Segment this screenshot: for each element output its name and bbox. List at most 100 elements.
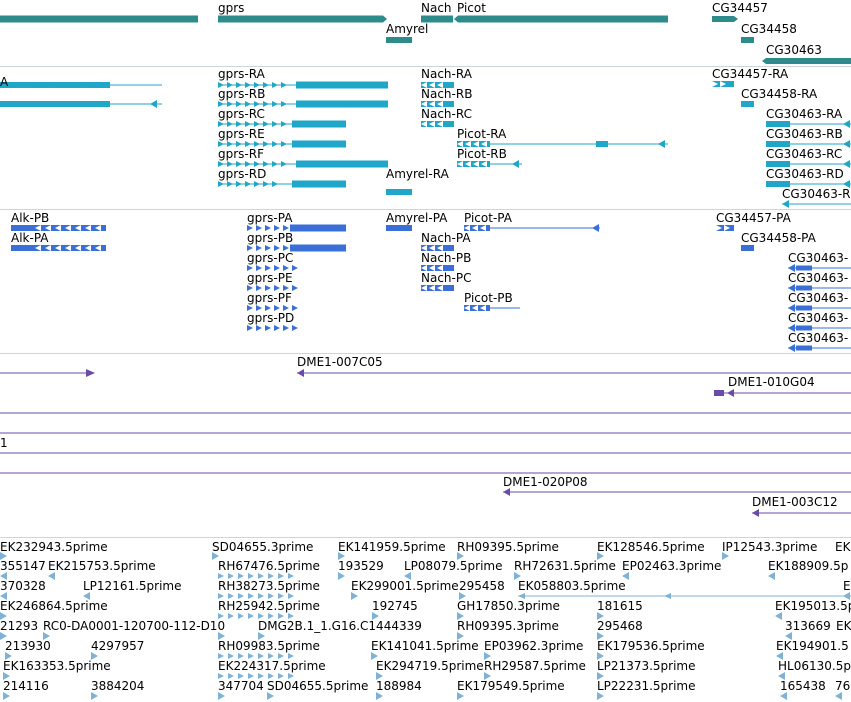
est-label[interactable]: RH72631.5prime — [514, 559, 616, 573]
feature-bar[interactable] — [741, 245, 754, 251]
est-label[interactable]: RH38273.5prime — [218, 579, 320, 593]
est-label[interactable]: 313669 — [785, 619, 831, 633]
feature-bar[interactable] — [766, 181, 790, 187]
transcript-label-picot-ra[interactable]: Picot-RA — [457, 127, 507, 141]
transcript-label-cg30463-r[interactable]: CG30463-R — [782, 187, 851, 201]
est-label[interactable]: EK299001.5prime — [351, 579, 459, 593]
transcript-label-cg34458-ra[interactable]: CG34458-RA — [741, 87, 818, 101]
est-label[interactable]: 295468 — [597, 619, 643, 633]
est-label[interactable]: 355147 — [0, 559, 46, 573]
est-label[interactable]: EK194901.5 — [776, 639, 849, 653]
transcript-label-cg30463[interactable]: CG30463-RD — [766, 167, 844, 181]
protein-label-cg30463[interactable]: CG30463- — [788, 251, 849, 265]
gene-bar[interactable] — [766, 58, 851, 64]
feature-bar[interactable] — [290, 224, 346, 232]
gene-bar[interactable] — [712, 16, 734, 22]
transcript-label-gprs-rb[interactable]: gprs-RB — [218, 87, 266, 101]
est-label[interactable]: EK188909.5p — [768, 559, 849, 573]
feature-bar[interactable] — [741, 101, 754, 107]
protein-label-cg30463[interactable]: CG30463- — [788, 291, 849, 305]
est-label[interactable]: EK215753.5prime — [48, 559, 156, 573]
est-label[interactable]: EK179536.5prime — [597, 639, 705, 653]
transcript-label-nach-rc[interactable]: Nach-RC — [421, 107, 472, 121]
est-label[interactable]: 213930 — [5, 639, 51, 653]
est-label[interactable]: RH09395.3prime — [457, 619, 559, 633]
est-label[interactable]: EK058803.5prime — [518, 579, 626, 593]
protein-label-gprs-pa[interactable]: gprs-PA — [247, 211, 293, 225]
protein-label-gprs-pb[interactable]: gprs-PB — [247, 231, 294, 245]
protein-label-cg34457-pa[interactable]: CG34457-PA — [716, 211, 791, 225]
protein-label-nach-pa[interactable]: Nach-PA — [421, 231, 471, 245]
gene-label-cg30463[interactable]: CG30463 — [766, 43, 822, 57]
protein-label-cg34458-pa[interactable]: CG34458-PA — [741, 231, 816, 245]
est-label[interactable]: 76 — [835, 679, 851, 693]
transcript-label-cg30463[interactable]: CG30463-RB — [766, 127, 843, 141]
est-label[interactable]: EK163353.5prime — [3, 659, 111, 673]
est-label[interactable]: 214116 — [3, 679, 49, 693]
est-label[interactable]: RH09983.5prime — [218, 639, 320, 653]
feature-bar[interactable] — [796, 265, 812, 271]
gene-label-cg34458[interactable]: CG34458 — [741, 22, 797, 36]
transcript-label-amyrel-ra[interactable]: Amyrel-RA — [386, 167, 449, 181]
est-label[interactable]: EK128546.5prime — [597, 540, 705, 554]
est-label[interactable]: IP12543.3prime — [722, 540, 818, 554]
transcript-label-gprs-rc[interactable]: gprs-RC — [218, 107, 265, 121]
gene-label-nach[interactable]: Nach — [421, 1, 452, 15]
est-label[interactable]: HL06130.5p — [778, 659, 851, 673]
est-label[interactable]: 165438 — [780, 679, 826, 693]
est-label[interactable]: LP08079.5prime — [404, 559, 503, 573]
protein-label-picot-pa[interactable]: Picot-PA — [464, 211, 512, 225]
clone-label-dme1-003c12[interactable]: DME1-003C12 — [752, 495, 838, 509]
protein-label-nach-pb[interactable]: Nach-PB — [421, 251, 472, 265]
feature-bar[interactable] — [292, 180, 346, 188]
est-label[interactable]: RH67476.5prime — [218, 559, 320, 573]
est-label[interactable]: EP02463.3prime — [622, 559, 722, 573]
est-label[interactable]: GH17850.3prime — [457, 599, 560, 613]
protein-label-alk-pa[interactable]: Alk-PA — [11, 231, 49, 245]
est-label[interactable]: E — [843, 579, 851, 593]
protein-label-gprs-pd[interactable]: gprs-PD — [247, 311, 295, 325]
feature-bar[interactable] — [296, 160, 388, 168]
est-label[interactable]: SD04655.5prime — [267, 679, 369, 693]
transcript-label-cg30463[interactable]: CG30463-RC — [766, 147, 843, 161]
est-label[interactable]: 347704 — [218, 679, 264, 693]
protein-label-picot-pb[interactable]: Picot-PB — [464, 291, 513, 305]
protein-label-nach-pc[interactable]: Nach-PC — [421, 271, 472, 285]
feature-bar[interactable] — [796, 345, 812, 351]
est-label[interactable]: 4297957 — [91, 639, 145, 653]
clone-label-dme1-020p08[interactable]: DME1-020P08 — [503, 475, 588, 489]
transcript-label-nach-rb[interactable]: Nach-RB — [421, 87, 473, 101]
est-label[interactable]: LP12161.5prime — [83, 579, 182, 593]
est-label[interactable]: LP22231.5prime — [597, 679, 696, 693]
protein-label-gprs-pe[interactable]: gprs-PE — [247, 271, 293, 285]
feature-bar[interactable] — [296, 100, 388, 108]
est-label[interactable]: 21293 — [0, 619, 39, 633]
feature-bar[interactable] — [292, 120, 346, 128]
est-label[interactable]: SD04655.3prime — [212, 540, 314, 554]
gene-label-gprs[interactable]: gprs — [218, 1, 245, 15]
est-label[interactable]: EK — [836, 619, 851, 633]
est-label[interactable]: RC0-DA0001-120700-112-D10 — [43, 619, 226, 633]
est-label[interactable]: 181615 — [597, 599, 643, 613]
transcript-label-cg30463[interactable]: CG30463-RA — [766, 107, 843, 121]
clone-label-dme1-007c05[interactable]: DME1-007C05 — [297, 355, 383, 369]
est-label[interactable]: EK141041.5prime — [371, 639, 479, 653]
gene-bar[interactable] — [421, 15, 453, 23]
feature-bar[interactable] — [386, 225, 412, 231]
transcript-label-gprs-ra[interactable]: gprs-RA — [218, 67, 265, 81]
clone-label-partial[interactable]: 1 — [0, 436, 8, 450]
feature-bar[interactable] — [796, 285, 812, 291]
transcript-label-picot-rb[interactable]: Picot-RB — [457, 147, 507, 161]
protein-label-amyrel-pa[interactable]: Amyrel-PA — [386, 211, 448, 225]
est-label[interactable]: EK — [835, 540, 851, 554]
est-label[interactable]: 3884204 — [91, 679, 145, 693]
gene-bar[interactable] — [218, 15, 383, 23]
gene-bar[interactable] — [0, 15, 198, 23]
est-label[interactable]: 370328 — [0, 579, 46, 593]
feature-bar[interactable] — [290, 244, 346, 252]
est-label[interactable]: 188984 — [376, 679, 422, 693]
gene-bar[interactable] — [386, 37, 412, 43]
est-label[interactable]: EK224317.5prime — [218, 659, 326, 673]
protein-label-cg30463[interactable]: CG30463- — [788, 311, 849, 325]
protein-label-gprs-pf[interactable]: gprs-PF — [247, 291, 292, 305]
